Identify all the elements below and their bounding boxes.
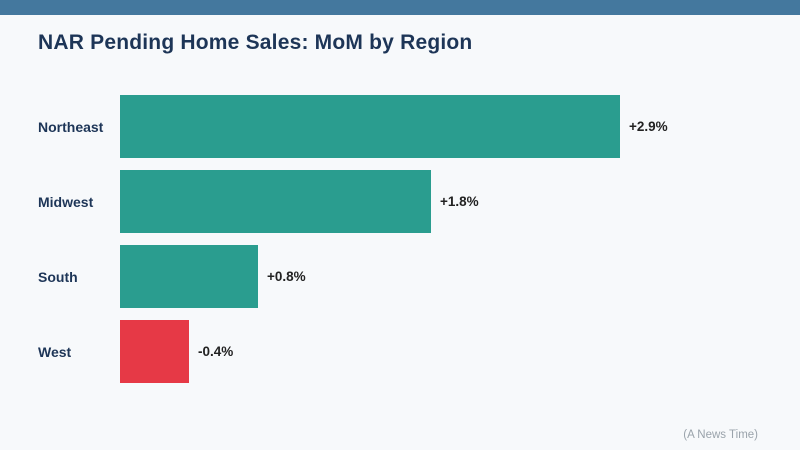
source-credit: (A News Time) [683,429,758,441]
bar-row-midwest: Midwest +1.8% [0,170,800,233]
value-label: +1.8% [440,194,479,209]
bar-midwest [120,170,431,233]
bar-west [120,320,189,383]
region-label: Midwest [38,193,94,210]
region-label: South [38,268,78,285]
bar-row-northeast: Northeast +2.9% [0,95,800,158]
region-label: Northeast [38,118,104,135]
bar-northeast [120,95,620,158]
bar-row-west: West -0.4% [0,320,800,383]
region-label: West [38,343,72,360]
page-title: NAR Pending Home Sales: MoM by Region [38,31,473,54]
value-label: -0.4% [198,344,234,359]
bar-south [120,245,258,308]
bar-row-south: South +0.8% [0,245,800,308]
value-label: +2.9% [629,119,668,134]
value-label: +0.8% [267,269,306,284]
top-accent-bar [0,0,800,15]
